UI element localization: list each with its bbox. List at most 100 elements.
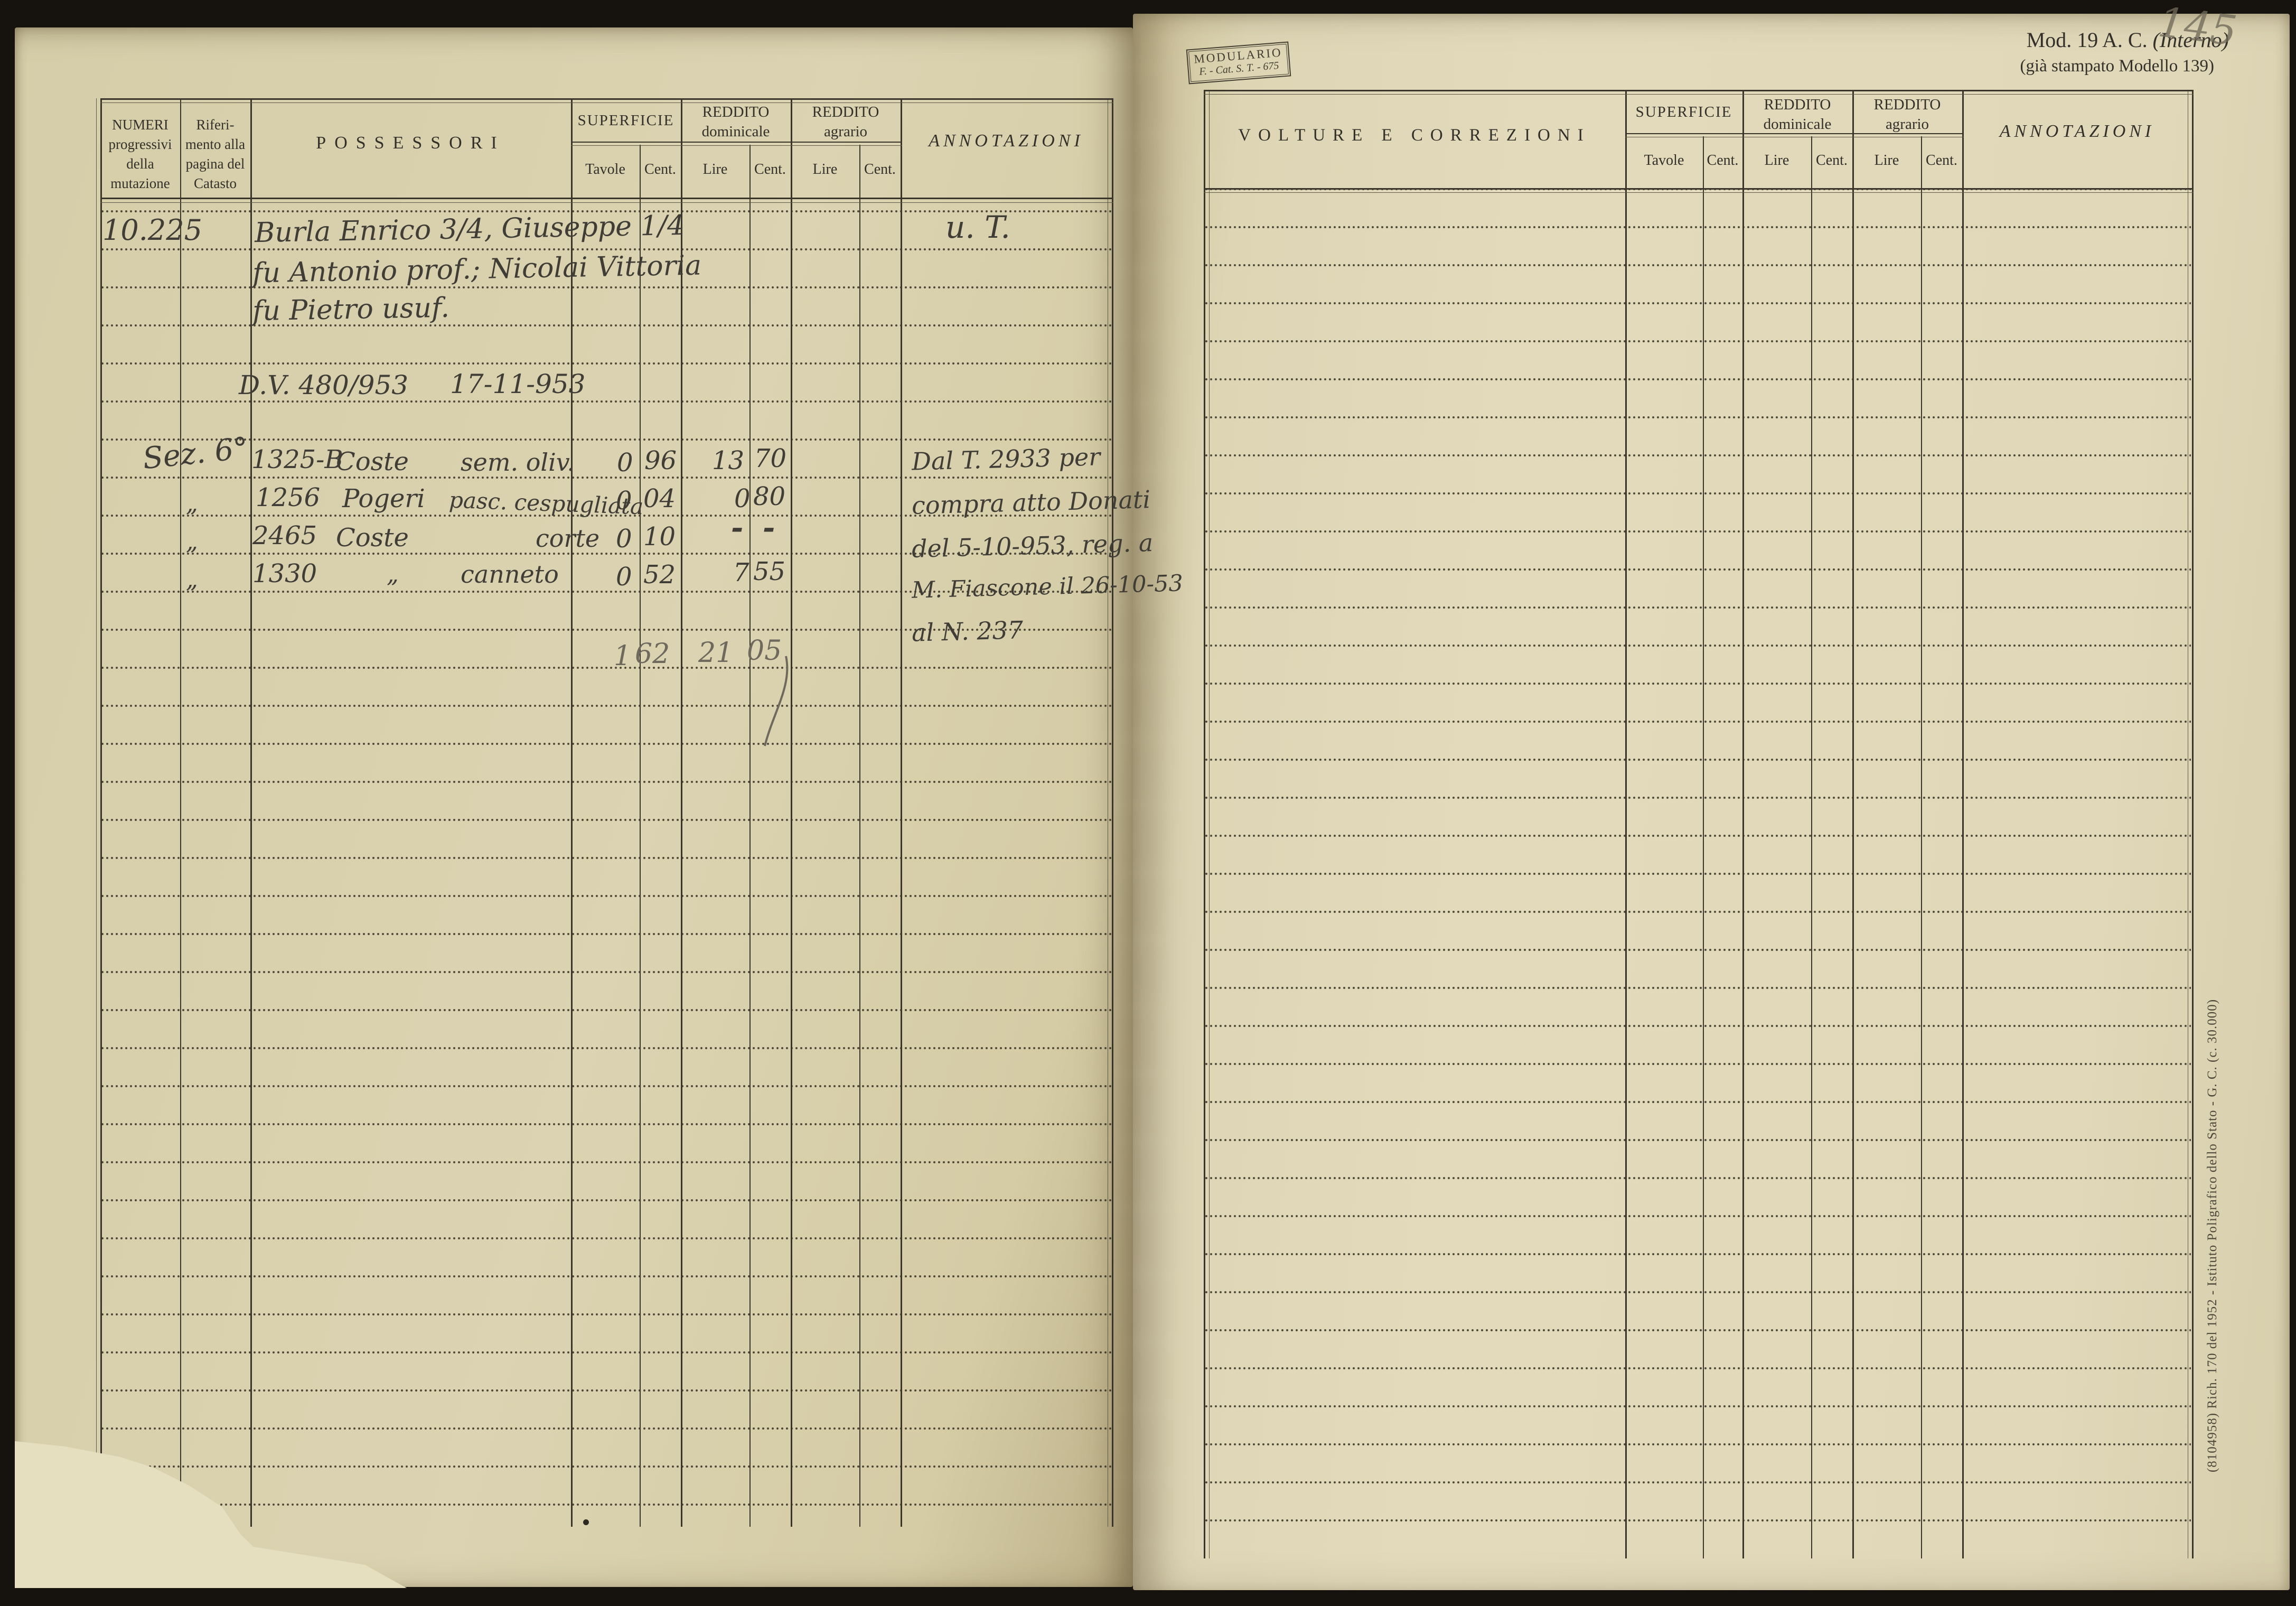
ditto-mark: „ (186, 490, 198, 517)
form-model-suffix: (Interno) (2152, 28, 2229, 52)
grid-line (1112, 98, 1113, 1527)
parcel-quality: canneto (461, 560, 559, 589)
column-header-numeri: NUMERI progressivi della mutazione (108, 117, 172, 191)
parcel-tavole: 0 (617, 448, 633, 478)
grid-line (791, 98, 792, 1527)
grid-line (571, 145, 902, 146)
grid-line (100, 102, 1113, 103)
grid-line (859, 145, 860, 1527)
parcel-locality: Coste (336, 523, 409, 553)
parcel-quality: corte (536, 524, 600, 553)
right-table-ruling (1205, 189, 2191, 1557)
column-header-reddito-dominicale: REDDITO dominicale (701, 104, 770, 140)
annotation-line: al N. 237 (911, 615, 1024, 647)
subheader-cent: Cent. (864, 161, 896, 178)
parcel-number: 1325-B (251, 445, 343, 474)
column-header-superficie: SUPERFICIE (1635, 104, 1732, 120)
column-header-reddito-dominicale: REDDITO dominicale (1763, 96, 1832, 133)
total-lire-cent: 05 (747, 635, 782, 667)
parcel-lire-cent: 80 (753, 482, 786, 511)
grid-line (1625, 133, 1964, 134)
parcel-locality: „ (387, 561, 399, 588)
column-header-annotazioni: ANNOTAZIONI (1999, 122, 2155, 141)
grid-line (180, 98, 181, 1527)
grid-line (1742, 90, 1744, 1558)
grid-line (1703, 136, 1704, 1558)
grid-line (681, 98, 682, 1527)
parcel-quality: sem. oliv. (461, 448, 575, 477)
parcel-lire-cent: 55 (753, 557, 786, 586)
column-header-annotazioni: ANNOTAZIONI (929, 131, 1084, 151)
grid-line (1209, 90, 1210, 1558)
parcel-number: 1256 (256, 483, 321, 512)
grid-line (1204, 90, 2194, 91)
subheader-lire: Lire (812, 161, 838, 178)
left-table-ruling (101, 199, 1111, 1525)
grid-line (1204, 94, 2194, 95)
parcel-tavole: 0 (616, 562, 632, 592)
grid-line (1921, 136, 1922, 1558)
grid-line (100, 98, 1113, 100)
grid-line (640, 145, 641, 1527)
grid-line (100, 98, 102, 1527)
ditto-mark: „ (186, 566, 198, 593)
grid-line (1852, 90, 1854, 1558)
subheader-tavole: Tavole (1644, 152, 1684, 169)
form-identifier-line2: (già stampato Modello 139) (2020, 57, 2214, 76)
parcel-locality: Pogeri (342, 484, 425, 513)
grid-line (1962, 90, 1964, 1558)
column-header-volture: VOLTURE E CORREZIONI (1238, 126, 1591, 145)
ink-dot (583, 1519, 589, 1525)
grid-line (100, 198, 1113, 199)
printer-imprint: (8104958) Rich. 170 del 1952 - Istituto … (2205, 998, 2219, 1473)
total-tavole: 1 (614, 640, 632, 672)
parcel-tavole-cent: 52 (643, 560, 676, 590)
total-lire: 21 (698, 637, 734, 669)
form-model-number: Mod. 19 A. C. (2026, 28, 2148, 52)
parcel-tavole-cent: 10 (643, 522, 676, 552)
subheader-cent: Cent. (1926, 152, 1957, 169)
parcel-lire: 7 (733, 558, 749, 587)
subheader-cent: Cent. (644, 161, 676, 178)
column-header-possessori: POSSESSORI (316, 133, 505, 153)
subheader-cent: Cent. (1816, 152, 1848, 169)
grid-line (1625, 90, 1627, 1558)
column-header-reddito-agrario: REDDITO agrario (812, 104, 879, 140)
subheader-lire: Lire (1874, 152, 1899, 169)
annotation-mark: u. T. (945, 209, 1010, 245)
parcel-tavole-cent: 96 (644, 446, 677, 475)
parcel-locality: Coste (336, 447, 409, 477)
subheader-cent: Cent. (754, 161, 786, 178)
parcel-lire: - (731, 510, 744, 545)
parcel-lire: 0 (734, 484, 751, 513)
pen-flourish (764, 656, 789, 746)
possessori-line3: fu Pietro usuf. (252, 292, 450, 328)
mutation-number: 10.225 (102, 213, 202, 247)
subheader-tavole: Tavole (585, 161, 625, 178)
grid-line (2192, 90, 2194, 1558)
parcel-tavole-cent: 04 (643, 484, 676, 513)
grid-line (1204, 192, 2194, 193)
column-header-reddito-agrario: REDDITO agrario (1873, 96, 1941, 133)
grid-line (1811, 136, 1812, 1558)
parcel-lire-cent: 70 (754, 444, 787, 473)
grid-line (1204, 90, 1205, 1558)
grid-line (100, 202, 1113, 203)
pencil-page-number: 145 (2156, 0, 2239, 55)
form-identifier-line1: Mod. 19 A. C. (Interno) (1880, 27, 2229, 52)
grid-line (749, 145, 751, 1527)
column-header-riferimento: Riferi- mento alla pagina del Catasto (185, 117, 246, 191)
grid-line (1204, 188, 2194, 190)
form-identifier: Mod. 19 A. C. (Interno) (già stampato Mo… (1880, 27, 2229, 76)
subheader-cent: Cent. (1707, 152, 1739, 169)
grid-line (571, 98, 573, 1527)
ditto-mark: „ (186, 528, 198, 555)
subheader-lire: Lire (1764, 152, 1789, 169)
grid-line (250, 98, 252, 1527)
decree-date: 17-11-953 (450, 369, 586, 399)
parcel-number: 1330 (252, 559, 317, 589)
total-tavole-cent: 62 (635, 638, 670, 670)
grid-line (96, 98, 97, 1527)
subheader-lire: Lire (702, 161, 728, 178)
